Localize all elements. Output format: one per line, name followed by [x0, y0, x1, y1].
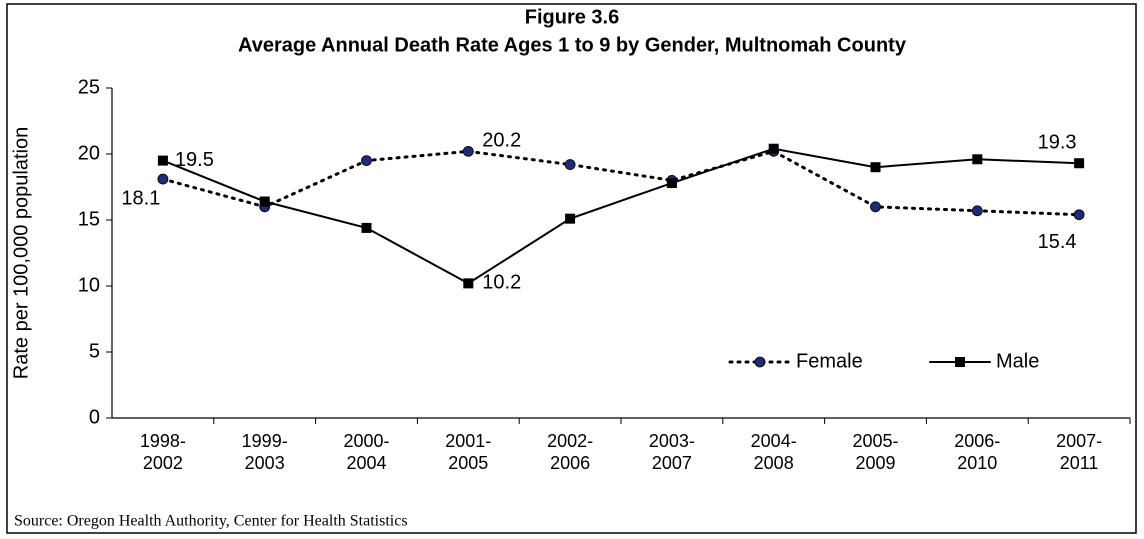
point — [463, 278, 474, 289]
point — [666, 178, 677, 189]
x-tick-label: 2005-2009 — [852, 431, 899, 473]
point — [564, 159, 576, 170]
point — [157, 155, 168, 166]
data-label: 10.2 — [482, 272, 521, 294]
y-tick-label: 5 — [89, 340, 100, 362]
x-tick-label: 2004-2008 — [750, 431, 797, 473]
data-label: 20.2 — [482, 130, 521, 152]
x-tick-label: 1999-2003 — [241, 431, 288, 473]
frame — [6, 3, 1137, 534]
legend-label: Female — [796, 350, 863, 372]
data-label: 15.4 — [1038, 231, 1077, 253]
y-axis-label: Rate per 100,000 population — [10, 127, 32, 379]
legend-marker — [955, 357, 965, 367]
chart-title: Figure 3.6 — [525, 6, 619, 28]
data-label: 19.5 — [175, 149, 214, 171]
data-label: 18.1 — [121, 187, 160, 209]
series-line — [161, 147, 1081, 285]
y-tick-label: 25 — [78, 76, 100, 98]
source: Source: Oregon Health Authority, Center … — [14, 513, 408, 530]
series-line — [161, 149, 1081, 217]
x-tick-label: 2003-2007 — [648, 431, 695, 473]
x-tick-label: 2002-2006 — [547, 431, 594, 473]
point — [361, 222, 372, 233]
point — [565, 213, 576, 224]
point — [1074, 158, 1085, 169]
legend-label: Male — [996, 350, 1039, 372]
point — [870, 162, 881, 173]
y-tick-label: 20 — [78, 142, 100, 164]
y-tick-label: 0 — [89, 406, 100, 428]
x-tick-label: 2000-2004 — [343, 431, 390, 473]
point — [157, 173, 169, 185]
x-tick-label: 2007-2011 — [1056, 431, 1103, 473]
point — [259, 196, 270, 207]
point — [1073, 209, 1085, 221]
y-tick-label: 15 — [78, 208, 100, 230]
point — [972, 154, 983, 165]
legend-marker — [754, 356, 766, 368]
point — [361, 155, 372, 167]
point — [768, 143, 779, 154]
point — [870, 201, 881, 213]
data-label: 19.3 — [1038, 132, 1077, 154]
x-tick-label: 2001-2005 — [445, 431, 492, 473]
x-tick-label: 2006-2010 — [954, 431, 1001, 473]
point — [971, 205, 983, 217]
y-tick-label: 10 — [78, 274, 100, 296]
point — [462, 145, 474, 157]
x-tick-label: 1998-2002 — [139, 431, 186, 473]
chart-subtitle: Average Annual Death Rate Ages 1 to 9 by… — [238, 34, 907, 56]
